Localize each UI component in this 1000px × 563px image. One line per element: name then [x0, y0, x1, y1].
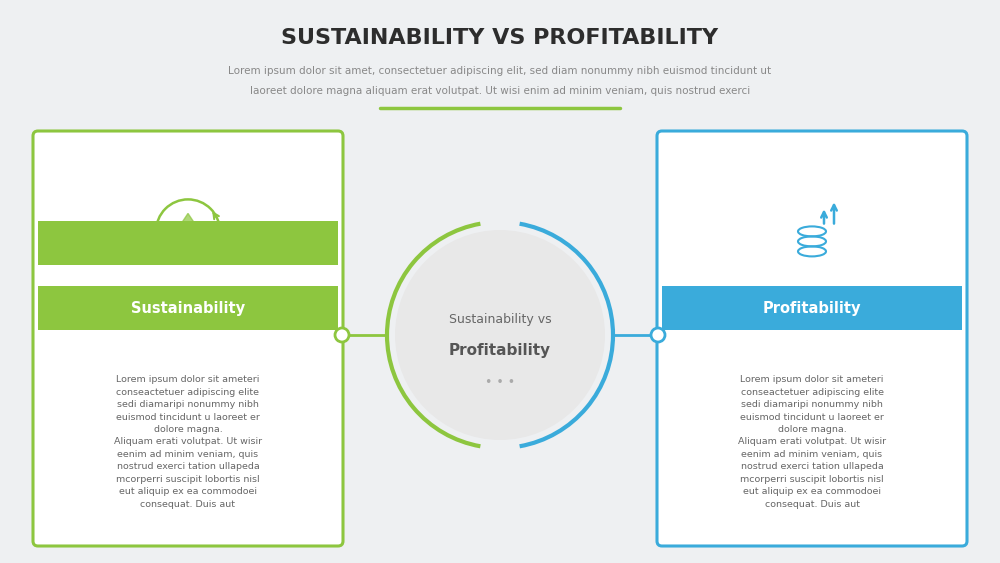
Circle shape [395, 230, 605, 440]
Text: Aliquam erati volutpat. Ut wisir
eenim ad minim veniam, quis
nostrud exerci tati: Aliquam erati volutpat. Ut wisir eenim a… [114, 437, 262, 509]
Text: Aliquam erati volutpat. Ut wisir
eenim ad minim veniam, quis
nostrud exerci tati: Aliquam erati volutpat. Ut wisir eenim a… [738, 437, 886, 509]
Text: Profitability: Profitability [763, 301, 861, 316]
Text: Lorem ipsum dolor sit ameteri
conseactetuer adipiscing elite
sedi diamaripi nonu: Lorem ipsum dolor sit ameteri conseactet… [116, 376, 260, 435]
Text: Sustainability: Sustainability [131, 301, 245, 316]
Polygon shape [176, 213, 200, 249]
Bar [662, 287, 962, 330]
Text: SUSTAINABILITY VS PROFITABILITY: SUSTAINABILITY VS PROFITABILITY [281, 28, 719, 48]
Text: Lorem ipsum dolor sit ameteri
conseactetuer adipiscing elite
sedi diamaripi nonu: Lorem ipsum dolor sit ameteri conseactet… [740, 376, 884, 435]
Circle shape [335, 328, 349, 342]
FancyBboxPatch shape [33, 131, 343, 546]
Text: laoreet dolore magna aliquam erat volutpat. Ut wisi enim ad minim veniam, quis n: laoreet dolore magna aliquam erat volutp… [250, 86, 750, 96]
FancyBboxPatch shape [38, 221, 338, 265]
Text: Profitability: Profitability [449, 342, 551, 358]
FancyBboxPatch shape [657, 131, 967, 546]
Text: Sustainability vs: Sustainability vs [449, 314, 551, 327]
Text: Lorem ipsum dolor sit amet, consectetuer adipiscing elit, sed diam nonummy nibh : Lorem ipsum dolor sit amet, consectetuer… [228, 66, 772, 76]
Text: • • •: • • • [485, 377, 515, 390]
Circle shape [651, 328, 665, 342]
Bar [38, 287, 338, 330]
